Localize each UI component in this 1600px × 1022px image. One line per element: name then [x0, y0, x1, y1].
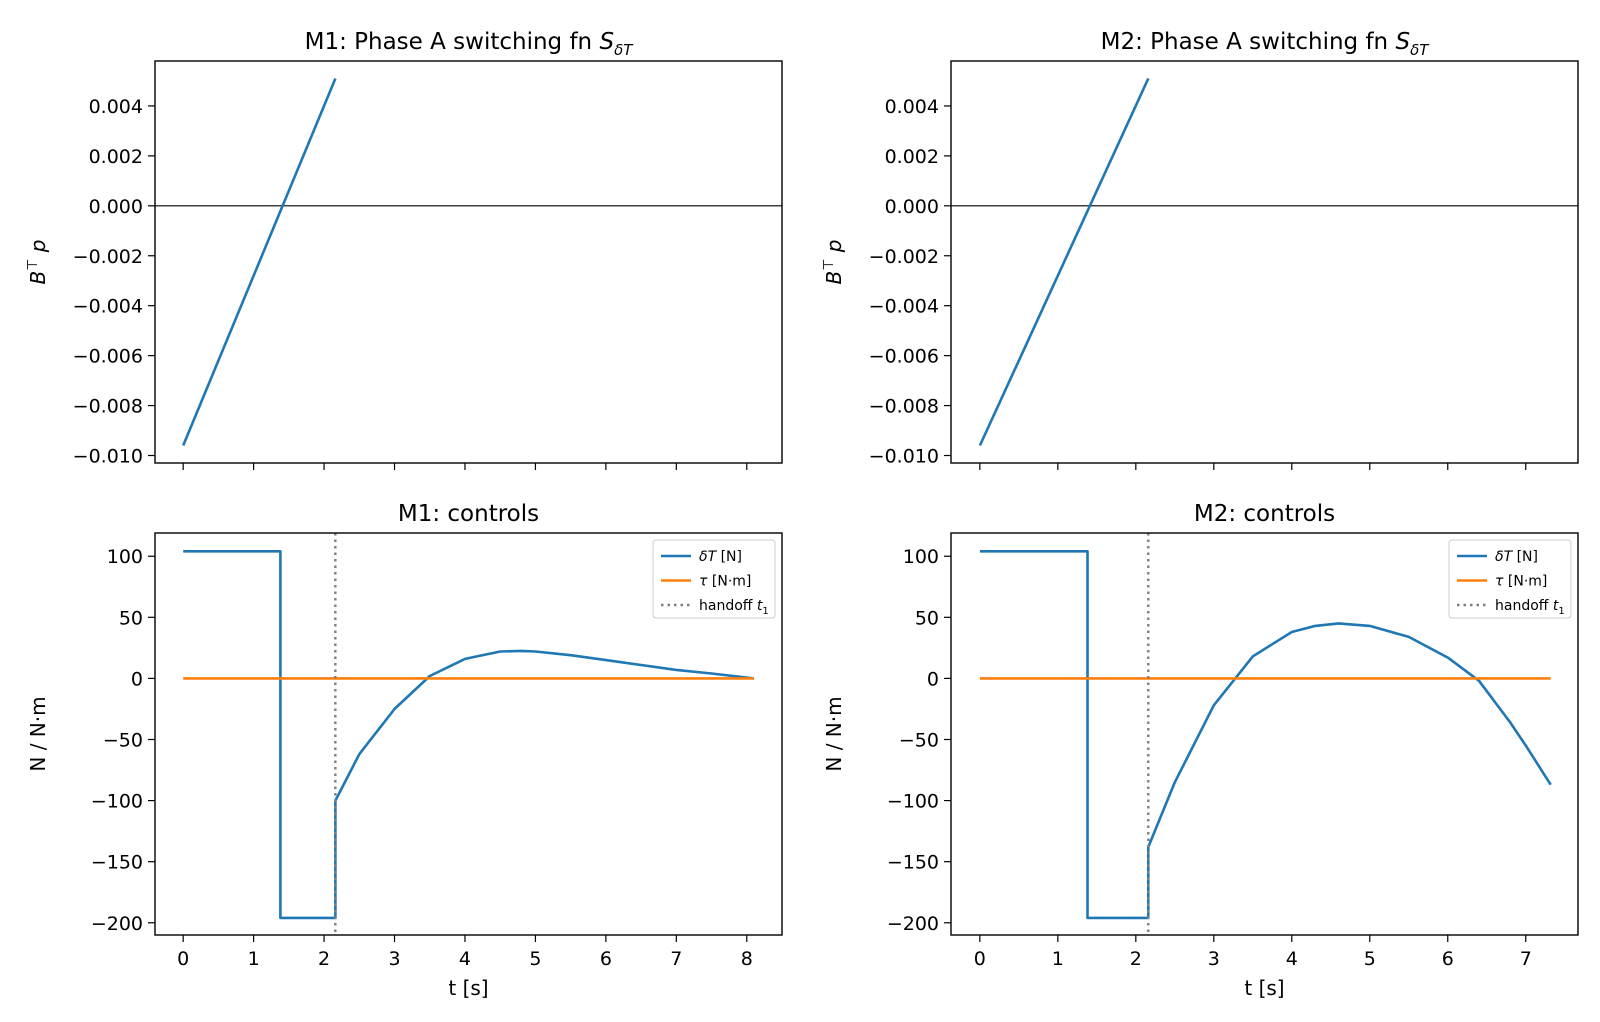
y-tick-label: 0.000: [885, 196, 939, 218]
y-tick-label: −0.004: [73, 296, 143, 318]
x-tick-label: 6: [600, 948, 612, 970]
chart-title: M2: Phase A switching fn SδT: [1101, 29, 1431, 59]
x-tick-label: 7: [670, 948, 682, 970]
y-tick-label: −0.008: [869, 396, 939, 418]
y-tick-label: 0.000: [89, 196, 143, 218]
x-tick-label: 3: [1208, 948, 1220, 970]
y-tick-label: −50: [103, 729, 143, 751]
axes-frame: [154, 532, 783, 936]
y-tick-label: 50: [119, 607, 143, 629]
legend-label: handoff t1: [1495, 598, 1565, 617]
x-tick-label: 5: [529, 948, 541, 970]
y-tick-label: −50: [899, 729, 939, 751]
series-line-0: [181, 78, 337, 446]
x-axis-label: t [s]: [448, 976, 488, 1000]
y-tick-label: 100: [903, 546, 939, 568]
chart-title: M1: controls: [398, 501, 539, 527]
y-tick-label: 0.002: [885, 146, 939, 168]
y-tick-label: −150: [887, 852, 939, 874]
legend-box: [652, 539, 776, 619]
y-tick-label: −100: [887, 791, 939, 813]
y-tick-label: −150: [91, 852, 143, 874]
y-axis-label: B⊤ p: [821, 240, 846, 285]
x-axis-label: t [s]: [1244, 976, 1284, 1000]
x-tick-label: 7: [1520, 948, 1532, 970]
y-tick-label: 0.004: [885, 96, 939, 118]
series-line--t-n-: [183, 549, 754, 920]
legend-label: τ [N·m]: [699, 574, 751, 590]
y-tick-label: −0.010: [73, 446, 143, 468]
y-tick-label: 0: [927, 668, 939, 690]
y-tick-label: 100: [107, 546, 143, 568]
legend: δT [N] τ [N·m] handoff t1: [1448, 539, 1572, 619]
y-axis-label: B⊤ p: [25, 240, 50, 285]
y-tick-label: −200: [91, 913, 143, 935]
series-line-0: [978, 77, 1150, 447]
axes-frame: [950, 60, 1579, 464]
axes-frame: [950, 532, 1579, 936]
x-tick-label: 4: [459, 948, 471, 970]
y-tick-label: 0: [131, 668, 143, 690]
series-line--t-n-: [979, 549, 1552, 920]
legend: δT [N] τ [N·m] handoff t1: [652, 539, 776, 619]
y-axis-label: N / N·m: [26, 696, 50, 771]
y-tick-label: 0.002: [89, 146, 143, 168]
x-tick-label: 1: [248, 948, 260, 970]
x-tick-label: 1: [1052, 948, 1064, 970]
x-tick-label: 0: [177, 948, 189, 970]
y-tick-label: −0.006: [869, 346, 939, 368]
axes-frame: [154, 60, 783, 464]
chart-m2-switch: M2: Phase A switching fn SδT −0.010 −0.008…: [821, 29, 1579, 470]
y-tick-label: 0.004: [89, 96, 143, 118]
legend-box: [1448, 539, 1572, 619]
legend-label: δT [N]: [699, 549, 742, 565]
x-tick-label: 5: [1364, 948, 1376, 970]
y-tick-label: −0.002: [73, 246, 143, 268]
y-tick-label: −200: [887, 913, 939, 935]
y-tick-label: −0.010: [869, 446, 939, 468]
y-tick-label: 50: [915, 607, 939, 629]
x-tick-label: 6: [1442, 948, 1454, 970]
x-tick-label: 4: [1286, 948, 1298, 970]
y-tick-label: −100: [91, 791, 143, 813]
x-tick-label: 2: [1130, 948, 1142, 970]
y-tick-label: −0.008: [73, 396, 143, 418]
legend-label: τ [N·m]: [1495, 574, 1547, 590]
y-tick-label: −0.002: [869, 246, 939, 268]
y-tick-label: −0.006: [73, 346, 143, 368]
chart-title: M1: Phase A switching fn SδT: [305, 29, 635, 59]
y-tick-label: −0.004: [869, 296, 939, 318]
x-tick-label: 3: [388, 948, 400, 970]
chart-m2-controls: M2: controls 0 1 2 3 4 5 6 7 −200 −150 −100 −50 0 50 10…: [822, 501, 1579, 1000]
x-tick-label: 0: [974, 948, 986, 970]
y-axis-label: N / N·m: [822, 696, 846, 771]
x-tick-label: 8: [741, 948, 753, 970]
legend-label: δT [N]: [1495, 549, 1538, 565]
legend-label: handoff t1: [699, 598, 769, 617]
x-tick-label: 2: [318, 948, 330, 970]
chart-m1-controls: M1: controls 0 1 2 3 4 5 6 7 8 −200 −150 −100 −50 0 50 1…: [26, 501, 783, 1000]
chart-title: M2: controls: [1194, 501, 1335, 527]
chart-m1-switch: M1: Phase A switching fn SδT −0.010 −0.008…: [25, 29, 783, 470]
